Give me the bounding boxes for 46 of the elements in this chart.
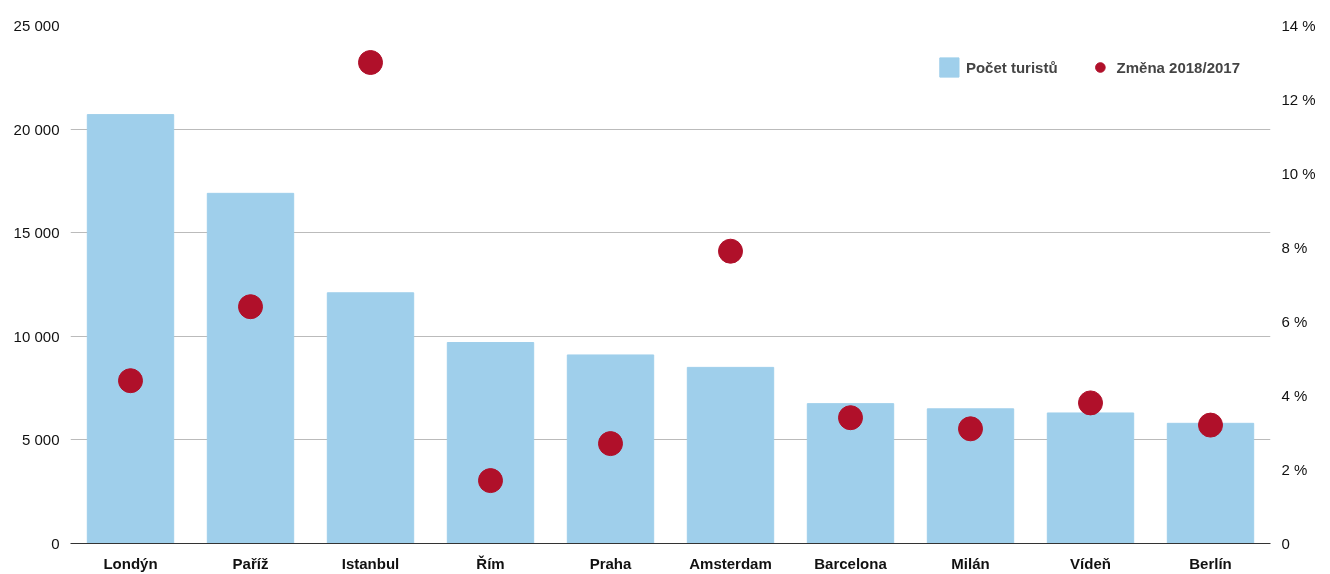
point [1078,390,1103,416]
bar [1046,412,1135,544]
y2-tick-label: 4 % [1281,387,1308,404]
x-tick-label: Paříž [232,554,269,572]
point [118,368,143,394]
y2-tick-label: 14 % [1281,17,1316,34]
y-tick-label: 20 000 [13,120,60,138]
y2-tick-label: 2 % [1281,461,1308,478]
x-tick-label: Londýn [103,554,158,572]
bar [86,114,175,544]
y-tick-label: 5 000 [21,431,60,449]
legend-label: Změna 2018/2017 [1116,58,1240,76]
point [598,431,623,457]
point [838,405,863,431]
y2-tick-label: 6 % [1281,313,1308,330]
point [1198,412,1223,438]
bar [686,366,775,544]
x-tick-label: Milán [951,554,990,572]
x-tick-label: Praha [589,554,632,572]
point [238,294,263,320]
y2-tick-label: 8 % [1281,239,1308,256]
bar [926,408,1015,544]
point [718,238,743,264]
legend-label: Počet turistů [965,58,1058,76]
y-tick-label: 15 000 [13,224,60,242]
point [358,50,383,75]
bar [206,192,295,544]
bar [326,292,415,544]
x-tick-label: Amsterdam [689,554,772,572]
x-tick-label: Berlín [1189,554,1232,572]
bar [566,354,655,544]
y-tick-label: 25 000 [13,17,60,34]
bar [1166,422,1255,544]
bar [806,403,895,544]
y2-tick-label: 12 % [1281,91,1316,108]
y-tick-label: 10 000 [13,327,60,345]
y-tick-label: 0 [51,535,60,552]
y2-tick-label: 10 % [1281,165,1316,182]
x-tick-label: Barcelona [814,554,888,572]
point [958,416,983,442]
x-tick-label: Řím [476,554,505,572]
y2-tick-label: 0 [1281,535,1290,552]
point [478,468,503,494]
bar [446,342,535,544]
x-tick-label: Vídeň [1070,554,1111,572]
x-tick-label: Istanbul [341,554,400,572]
